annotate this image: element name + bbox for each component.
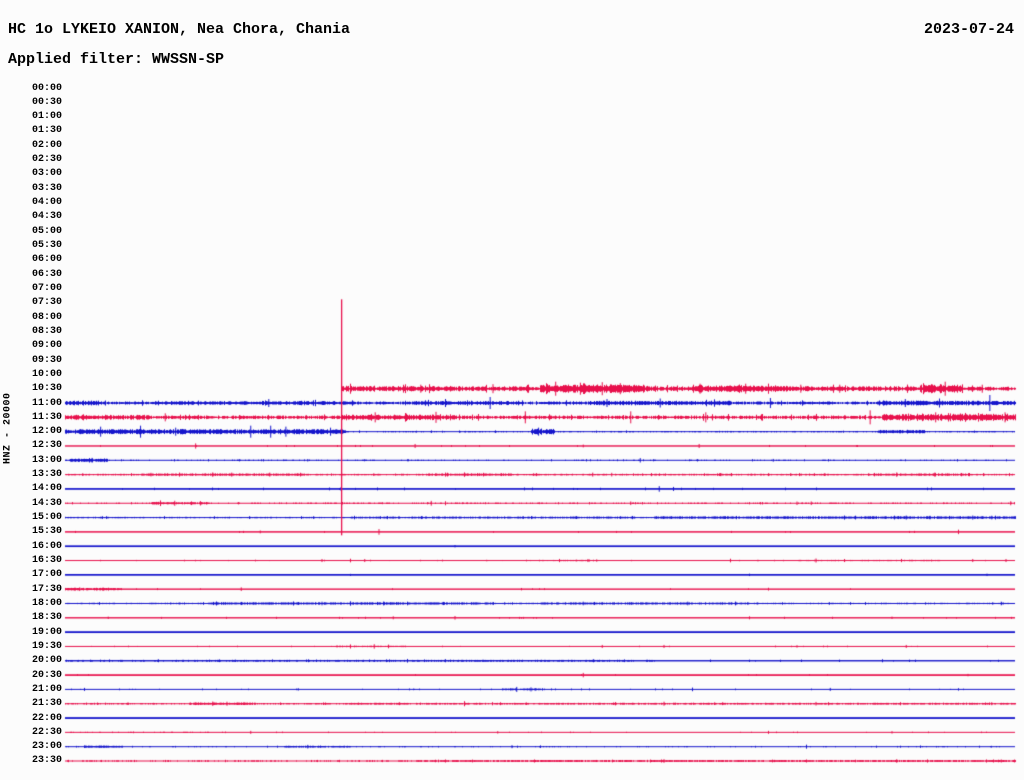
time-label: 14:30 — [31, 497, 62, 509]
time-label: 04:00 — [31, 197, 62, 209]
time-label: 14:00 — [31, 483, 62, 495]
time-label: 12:00 — [31, 426, 62, 438]
applied-filter-label: Applied filter: WWSSN-SP — [8, 51, 225, 68]
time-label: 03:00 — [31, 168, 62, 180]
time-label: 16:00 — [31, 540, 62, 552]
time-label: 15:30 — [31, 526, 62, 538]
time-label: 11:30 — [31, 411, 62, 423]
date-label: 2023-07-24 — [923, 21, 1014, 38]
time-label: 22:30 — [31, 726, 62, 738]
time-label: 01:30 — [31, 125, 62, 137]
time-label: 17:30 — [31, 583, 62, 595]
time-label: 05:30 — [31, 240, 62, 251]
time-label: 03:30 — [31, 182, 62, 194]
time-label: 07:00 — [31, 282, 62, 294]
time-label: 18:30 — [31, 612, 62, 624]
time-label: 10:00 — [31, 368, 62, 380]
time-label: 06:30 — [31, 268, 62, 280]
time-label: 20:00 — [31, 655, 62, 667]
time-label: 19:00 — [31, 626, 62, 638]
time-label: 21:30 — [31, 698, 62, 710]
time-label: 04:30 — [31, 211, 62, 223]
time-label: 13:00 — [31, 454, 62, 466]
time-label: 23:30 — [31, 755, 62, 767]
time-label: 09:00 — [31, 340, 62, 352]
time-label: 08:00 — [31, 311, 62, 323]
time-label: 00:30 — [31, 96, 62, 108]
time-label: 22:00 — [31, 712, 62, 724]
time-label: 08:30 — [31, 325, 62, 337]
time-label: 07:30 — [31, 297, 62, 309]
station-title: HC 1o LYKEIO XANION, Nea Chora, Chania — [8, 21, 351, 38]
time-label: 02:00 — [31, 139, 62, 151]
time-label: 18:00 — [31, 597, 62, 609]
time-label: 13:30 — [31, 469, 62, 481]
time-label: 21:00 — [31, 683, 62, 695]
time-label: 06:00 — [31, 254, 62, 266]
time-label: 02:30 — [31, 154, 62, 166]
time-label: 10:30 — [31, 383, 62, 395]
time-label: 05:00 — [31, 225, 62, 237]
time-label: 16:30 — [31, 555, 62, 567]
time-label: 00:00 — [31, 82, 62, 94]
time-label: 01:00 — [31, 111, 62, 123]
time-label: 17:00 — [31, 569, 62, 581]
time-label: 23:00 — [31, 741, 62, 753]
time-label: 20:30 — [31, 669, 62, 681]
time-label: 11:00 — [31, 397, 62, 409]
time-label: 09:30 — [31, 354, 62, 366]
time-label: 15:00 — [31, 512, 62, 524]
time-label: 12:30 — [31, 440, 62, 452]
time-label: 19:30 — [31, 640, 62, 652]
